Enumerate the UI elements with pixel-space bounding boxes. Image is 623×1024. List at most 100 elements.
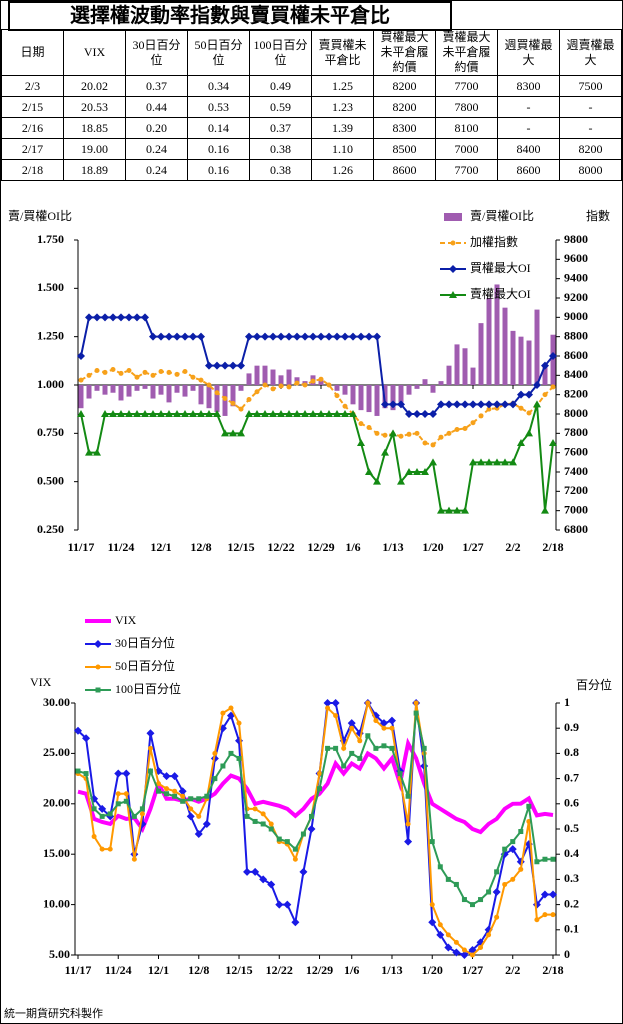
point — [99, 846, 105, 852]
point — [85, 313, 93, 322]
point — [189, 410, 197, 417]
point — [275, 900, 284, 909]
point — [301, 332, 309, 341]
point — [342, 403, 348, 409]
point — [202, 819, 211, 828]
point — [365, 332, 373, 341]
y2-axis-title: 百分位 — [576, 677, 612, 692]
bar — [150, 385, 156, 399]
point — [436, 930, 445, 939]
point — [277, 410, 285, 417]
point — [205, 410, 213, 417]
point — [317, 332, 325, 341]
bar — [102, 385, 108, 395]
point — [157, 410, 165, 417]
point — [492, 888, 501, 896]
x-tick-label: 12/1 — [150, 540, 171, 554]
x-tick-label: 1/20 — [422, 540, 443, 554]
point — [229, 429, 237, 437]
point — [123, 791, 129, 797]
point — [317, 786, 323, 792]
y-axis-title: 賣/買權OI比 — [8, 208, 72, 223]
point — [486, 889, 492, 895]
point — [494, 914, 500, 920]
legend-label: 加權指數 — [470, 234, 518, 249]
point — [397, 771, 403, 777]
point — [549, 439, 557, 446]
point — [236, 720, 242, 726]
point — [261, 410, 269, 417]
point — [413, 700, 419, 706]
bar — [494, 284, 500, 385]
point — [469, 952, 475, 958]
point — [542, 392, 548, 398]
y2-tick-label: 7600 — [564, 444, 588, 458]
bar — [390, 385, 396, 411]
point — [91, 806, 97, 812]
point — [253, 332, 261, 341]
x-tick-label: 12/15 — [225, 963, 252, 977]
bar — [342, 385, 348, 395]
bar — [446, 365, 452, 385]
point — [244, 813, 250, 819]
point — [445, 506, 453, 514]
point — [149, 410, 157, 417]
point — [453, 506, 461, 514]
point — [461, 947, 467, 953]
x-tick-label: 1/6 — [345, 540, 360, 554]
point — [461, 506, 469, 514]
point — [194, 830, 203, 839]
point — [445, 932, 451, 938]
point — [259, 875, 268, 884]
point — [220, 710, 226, 716]
point — [77, 410, 85, 417]
point — [131, 856, 137, 862]
bar — [230, 385, 236, 407]
point — [325, 745, 331, 751]
point — [341, 763, 347, 769]
point — [123, 798, 129, 804]
point — [196, 813, 202, 819]
y-tick-label: 5.00 — [49, 947, 70, 961]
point — [93, 448, 101, 456]
point — [165, 410, 173, 417]
point — [268, 826, 274, 832]
point — [292, 846, 298, 852]
bar — [430, 385, 436, 393]
point — [373, 477, 381, 485]
point — [365, 468, 373, 475]
point — [107, 811, 113, 817]
point — [486, 406, 492, 412]
point — [501, 400, 509, 409]
x-tick-label: 12/22 — [266, 963, 293, 977]
point — [251, 867, 260, 876]
point — [517, 439, 525, 446]
y-tick-label: 1.500 — [37, 280, 64, 294]
point — [325, 410, 333, 417]
bar — [246, 373, 252, 385]
bar — [486, 298, 492, 385]
point — [333, 332, 341, 341]
point — [101, 410, 109, 417]
point — [550, 912, 556, 918]
point — [357, 439, 365, 446]
point — [206, 382, 212, 388]
bar — [414, 385, 420, 389]
point — [252, 806, 258, 812]
point — [373, 718, 379, 724]
point — [173, 410, 181, 417]
bar — [318, 379, 324, 385]
point — [478, 944, 484, 950]
point — [333, 410, 341, 417]
header-cell: 賣權最大未平倉履約價 — [435, 29, 498, 76]
bar — [118, 385, 124, 401]
point — [131, 813, 137, 819]
point — [461, 400, 469, 409]
header-cell: 30日百分位 — [125, 29, 188, 76]
point — [301, 410, 309, 417]
x-tick-label: 12/15 — [227, 540, 254, 554]
point — [94, 368, 100, 373]
point — [518, 405, 524, 411]
point — [118, 370, 124, 376]
point — [331, 699, 340, 707]
